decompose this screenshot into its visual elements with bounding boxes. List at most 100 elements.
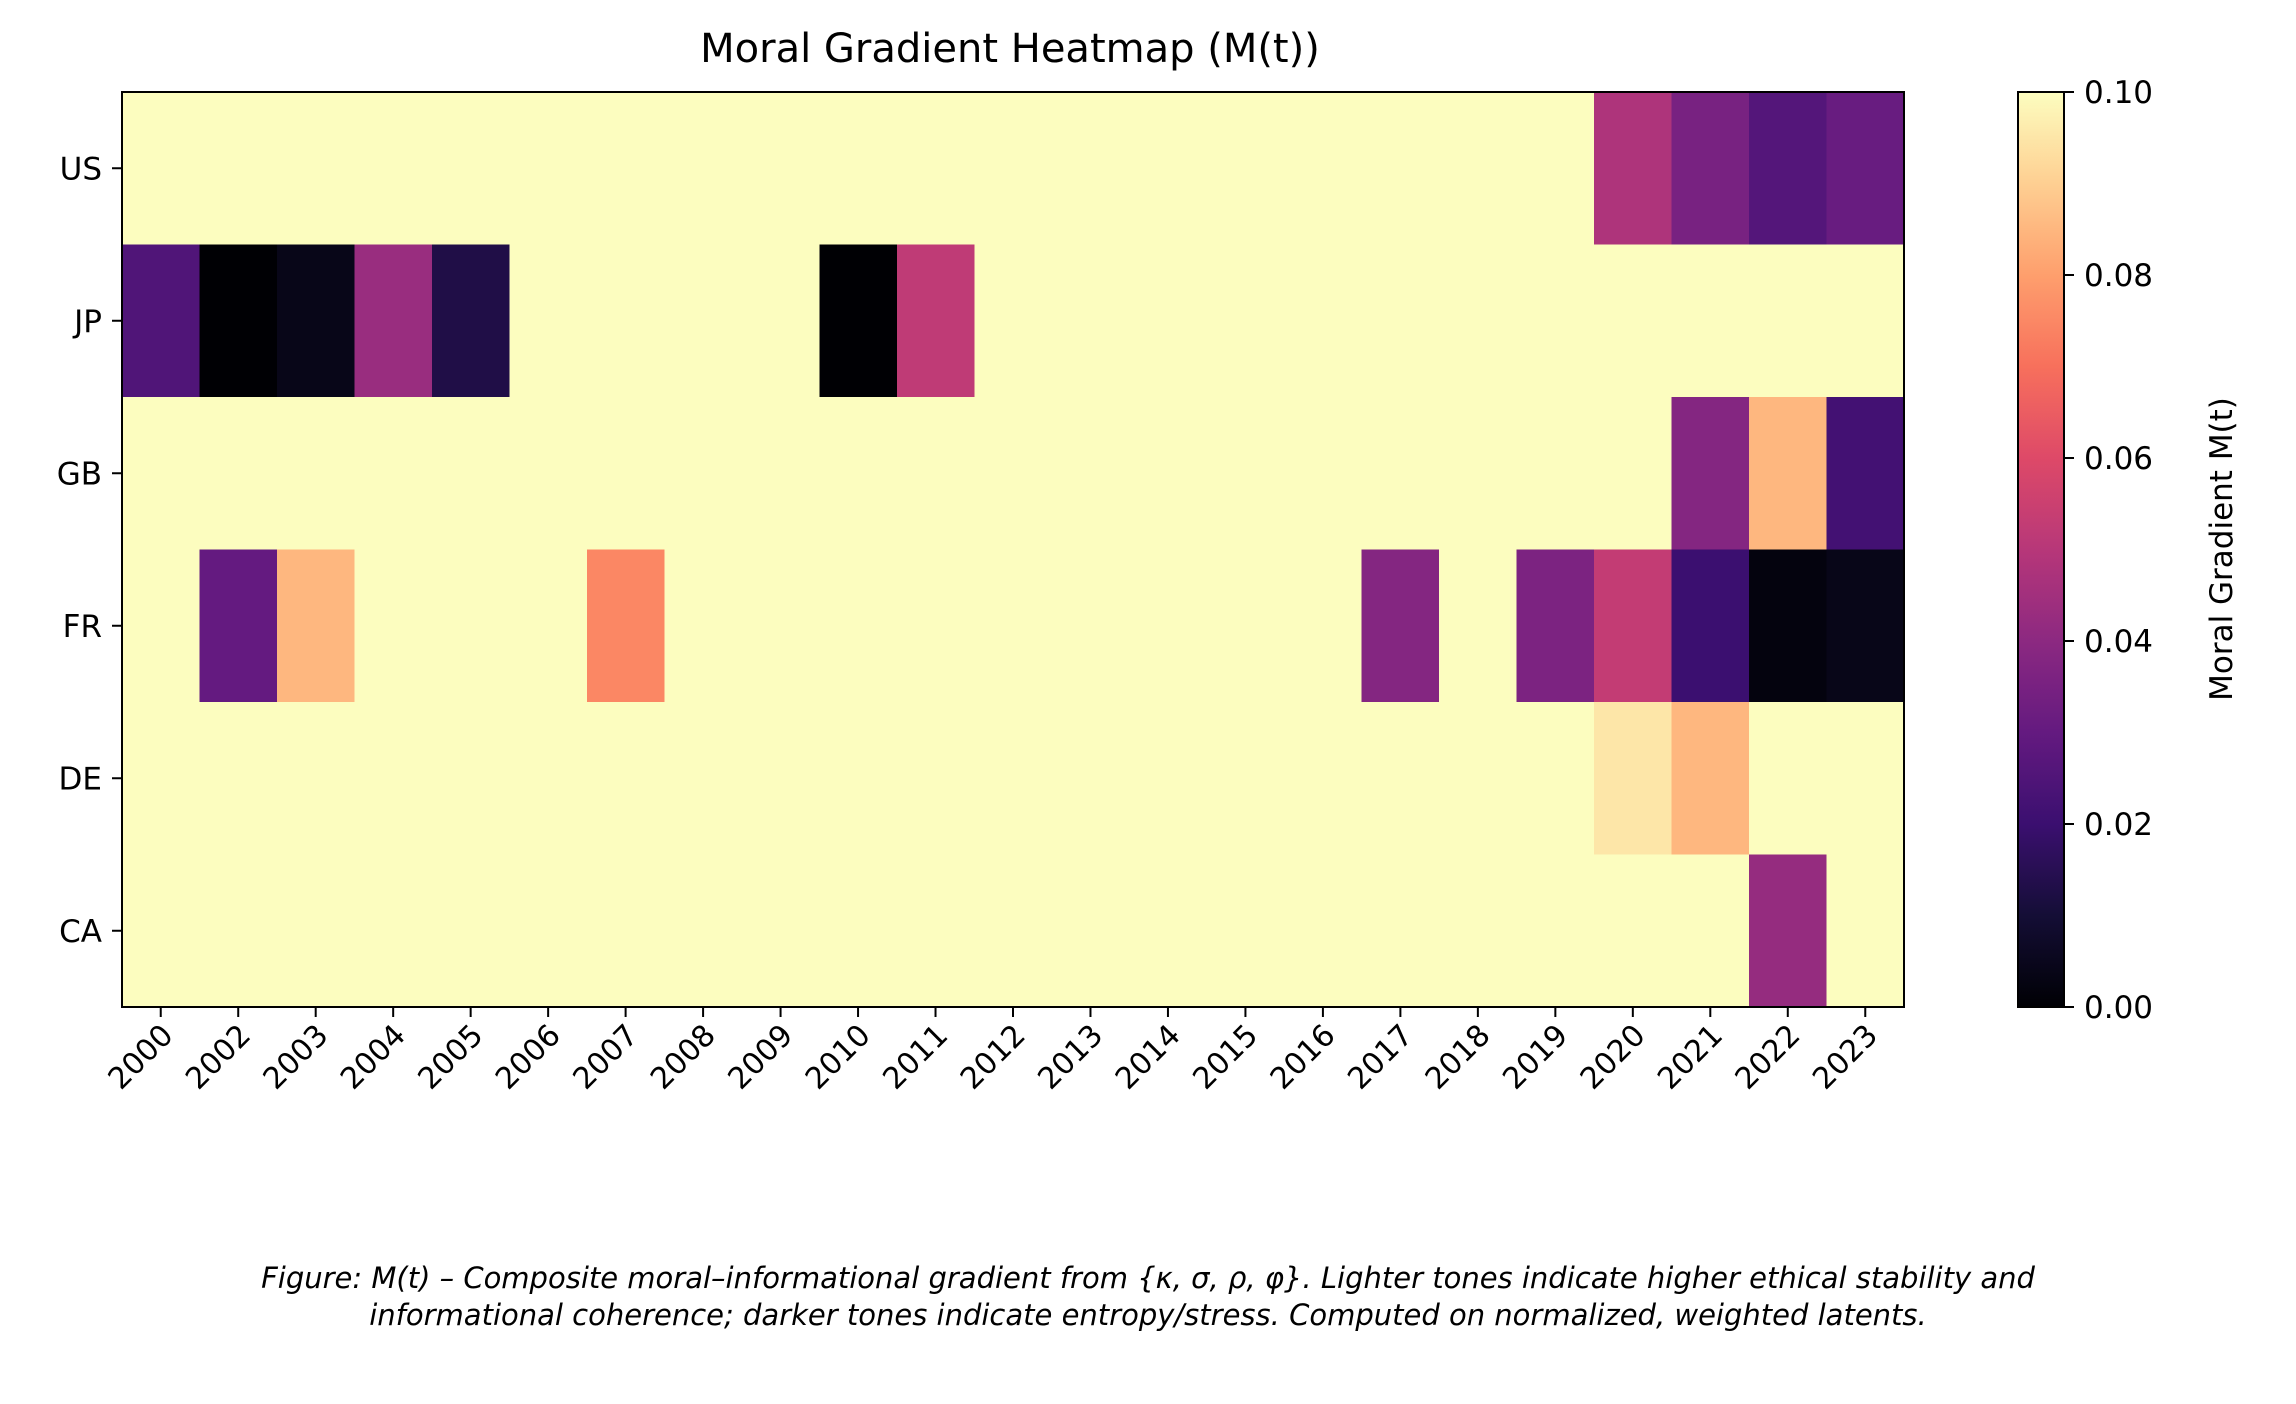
heatmap-cell [1439, 244, 1518, 398]
heatmap-cell [1439, 549, 1518, 703]
x-tick-label: 2022 [1729, 1018, 1808, 1097]
heatmap-cell [664, 92, 743, 246]
heatmap-cell [431, 92, 510, 246]
heatmap-cell [1206, 549, 1285, 703]
heatmap-cell [354, 702, 433, 856]
heatmap-cell [1051, 702, 1130, 856]
heatmap-cell [354, 397, 433, 551]
figure-caption: Figure: M(t) – Composite moral–informati… [0, 1260, 2296, 1334]
heatmap-cell [122, 702, 201, 856]
x-tick-label: 2012 [954, 1018, 1033, 1097]
heatmap-cell [199, 397, 278, 551]
heatmap-cell [1594, 92, 1673, 246]
heatmap-cell [1826, 549, 1905, 703]
heatmap-cell [1284, 244, 1363, 398]
heatmap-cell [509, 854, 588, 1008]
x-tick-label: 2013 [1031, 1018, 1110, 1097]
x-tick-label: 2018 [1419, 1018, 1498, 1097]
heatmap-cell [1594, 549, 1673, 703]
heatmap-cell [509, 244, 588, 398]
heatmap-cell [741, 854, 820, 1008]
x-tick-label: 2003 [257, 1018, 336, 1097]
heatmap-cell [1361, 854, 1440, 1008]
colorbar-tick-label: 0.10 [2084, 75, 2153, 111]
heatmap-cell [1594, 397, 1673, 551]
heatmap-cell [122, 244, 201, 398]
heatmap-cell [1439, 92, 1518, 246]
heatmap-cell [974, 549, 1053, 703]
heatmap-cell [1129, 397, 1208, 551]
heatmap-cell [586, 702, 665, 856]
heatmap-cell [1051, 549, 1130, 703]
y-tick-label: DE [59, 761, 102, 797]
heatmap-cell [1749, 397, 1828, 551]
heatmap-cell [354, 244, 433, 398]
heatmap-cell [1671, 244, 1750, 398]
caption-line-1: Figure: M(t) – Composite moral–informati… [261, 1261, 2035, 1295]
heatmap-cell [1594, 854, 1673, 1008]
heatmap-cell [741, 549, 820, 703]
heatmap-cell [431, 397, 510, 551]
heatmap-cell [1129, 92, 1208, 246]
colorbar-tick-label: 0.06 [2084, 441, 2153, 477]
heatmap-cell [1516, 397, 1595, 551]
heatmap-cell [1826, 702, 1905, 856]
x-tick-label: 2010 [799, 1018, 878, 1097]
heatmap-cell [1284, 397, 1363, 551]
heatmap-cell [1749, 92, 1828, 246]
x-tick-label: 2002 [179, 1018, 258, 1097]
x-tick-label: 2008 [644, 1018, 723, 1097]
heatmap-cell [586, 397, 665, 551]
heatmap-cell [1516, 244, 1595, 398]
colorbar-ticks: 0.00 0.02 0.04 0.06 0.08 0.10 [2064, 75, 2153, 1026]
heatmap-cell [1361, 549, 1440, 703]
heatmap-cell [1051, 92, 1130, 246]
heatmap-cell [1129, 244, 1208, 398]
heatmap-cell [1594, 702, 1673, 856]
heatmap-cell [896, 397, 975, 551]
heatmap-cell [431, 702, 510, 856]
x-tick-label: 2016 [1264, 1018, 1343, 1097]
heatmap-cell [896, 854, 975, 1008]
heatmap-cell [1206, 702, 1285, 856]
x-tick-label: 2000 [102, 1018, 181, 1097]
heatmap-cell [431, 549, 510, 703]
x-tick-label: 2023 [1806, 1018, 1885, 1097]
heatmap-cell [664, 549, 743, 703]
heatmap-cell [1671, 92, 1750, 246]
heatmap-cell [819, 397, 898, 551]
heatmap-cell [431, 854, 510, 1008]
heatmap-cell [1671, 702, 1750, 856]
colorbar-frame [2017, 91, 2065, 1008]
heatmap-cell [586, 549, 665, 703]
x-tick-label: 2006 [489, 1018, 568, 1097]
heatmap-cell [1826, 854, 1905, 1008]
heatmap-cell [664, 244, 743, 398]
y-tick-label: US [60, 151, 102, 187]
heatmap-cell [199, 854, 278, 1008]
heatmap-cell [974, 854, 1053, 1008]
heatmap-cell [276, 244, 356, 398]
heatmap-cell [1749, 549, 1828, 703]
heatmap-cell [122, 397, 201, 551]
heatmap-cell [122, 549, 201, 703]
heatmap-cell [1206, 92, 1285, 246]
heatmap-cell [819, 92, 898, 246]
heatmap-cell [276, 92, 356, 246]
heatmap-cell [1206, 854, 1285, 1008]
colorbar-label: Moral Gradient M(t) [2204, 397, 2240, 701]
x-tick-label: 2020 [1574, 1018, 1653, 1097]
heatmap-cell [199, 244, 278, 398]
x-tick-label: 2021 [1651, 1018, 1730, 1097]
heatmap-cell [664, 702, 743, 856]
heatmap-cell [1361, 397, 1440, 551]
heatmap-cells [122, 92, 1905, 1008]
heatmap-cell [1284, 854, 1363, 1008]
heatmap-cell [819, 702, 898, 856]
heatmap-cell [1439, 397, 1518, 551]
heatmap-cell [1129, 854, 1208, 1008]
heatmap-cell [354, 92, 433, 246]
heatmap-cell [1129, 702, 1208, 856]
heatmap-cell [1051, 244, 1130, 398]
heatmap-cell [276, 854, 356, 1008]
